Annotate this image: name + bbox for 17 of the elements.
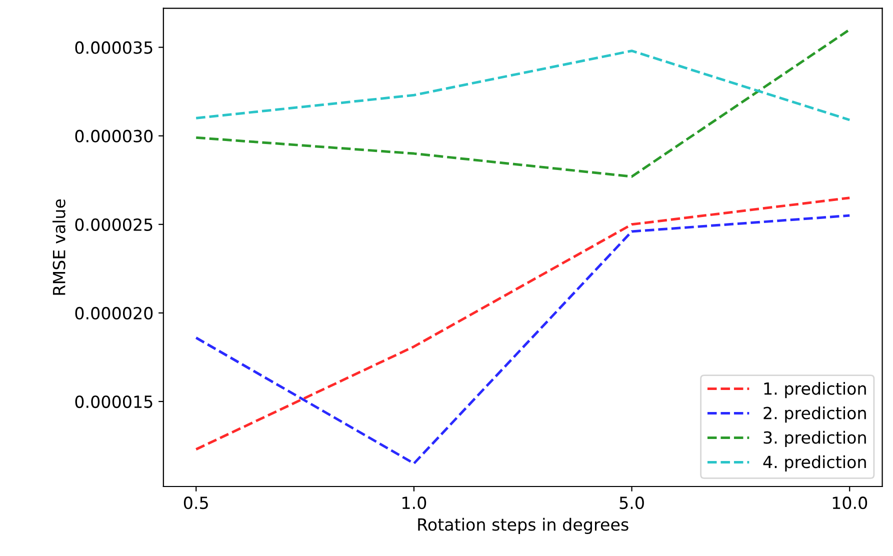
y-tick-label: 0.000030: [75, 130, 153, 142]
legend-label: 4. prediction: [763, 455, 866, 472]
legend-label: 2. prediction: [764, 406, 866, 423]
y-tick-label: 0.000025: [75, 218, 152, 231]
x-tick-label: 10.0: [832, 496, 868, 510]
x-tick-label: 1.0: [402, 496, 426, 510]
legend-label: 1. prediction: [764, 382, 866, 398]
line-series: [194, 28, 851, 178]
x-tick-label: 5.0: [620, 496, 644, 510]
y-tick-label: 0.000020: [75, 306, 153, 320]
x-axis-title: Rotation steps in degrees: [418, 518, 628, 534]
legend-label: 3. prediction: [764, 430, 866, 448]
y-tick-label: 0.000015: [75, 395, 152, 408]
x-tick-label: 0.5: [184, 496, 208, 510]
y-axis-title: RMSE value: [52, 199, 66, 295]
y-tick-label: 0.000035: [75, 41, 152, 54]
line-series: [194, 50, 851, 122]
